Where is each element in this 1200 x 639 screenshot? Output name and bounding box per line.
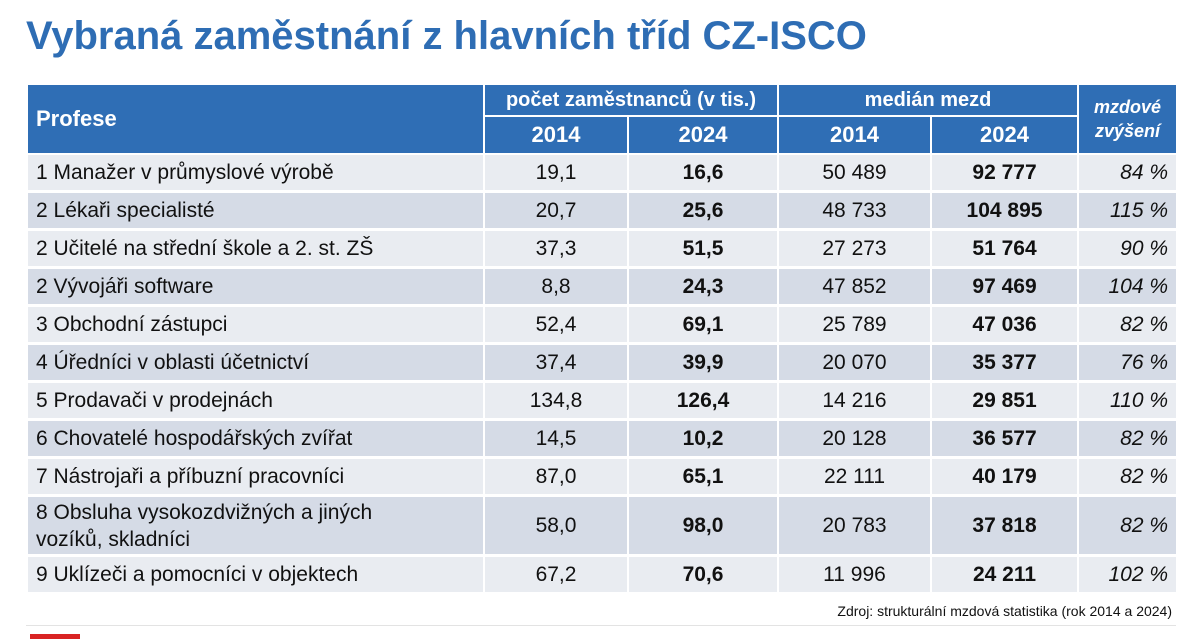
employees-2014: 58,0 bbox=[483, 495, 629, 557]
median-2024: 40 179 bbox=[929, 457, 1080, 497]
wage-raise: 104 % bbox=[1077, 267, 1179, 307]
profession-name: 7 Nástrojaři a příbuzní pracovníci bbox=[26, 457, 485, 497]
wage-raise: 102 % bbox=[1077, 555, 1179, 595]
median-2014: 20 070 bbox=[777, 343, 932, 383]
table-row: 8 Obsluha vysokozdvižných a jiných vozík… bbox=[26, 495, 1179, 557]
median-2024: 35 377 bbox=[929, 343, 1080, 383]
occupations-table: Profese počet zaměstnanců (v tis.) mediá… bbox=[26, 83, 1179, 595]
wage-raise: 110 % bbox=[1077, 381, 1179, 421]
employees-2024: 126,4 bbox=[627, 381, 779, 421]
table-row: 9 Uklízeči a pomocníci v objektech 67,2 … bbox=[26, 555, 1179, 595]
employees-2014: 87,0 bbox=[483, 457, 629, 497]
wage-raise: 82 % bbox=[1077, 457, 1179, 497]
median-2024: 37 818 bbox=[929, 495, 1080, 557]
header-employees-group: počet zaměstnanců (v tis.) bbox=[483, 83, 779, 117]
header-employees-2024: 2024 bbox=[627, 115, 779, 155]
employees-2024: 70,6 bbox=[627, 555, 779, 595]
employees-2024: 16,6 bbox=[627, 154, 779, 193]
median-2014: 11 996 bbox=[777, 555, 932, 595]
median-2014: 14 216 bbox=[777, 381, 932, 421]
employees-2024: 51,5 bbox=[627, 229, 779, 269]
profession-name: 9 Uklízeči a pomocníci v objektech bbox=[26, 555, 485, 595]
header-profession: Profese bbox=[26, 83, 485, 155]
employees-2014: 37,4 bbox=[483, 343, 629, 383]
source-note: Zdroj: strukturální mzdová statistika (r… bbox=[837, 603, 1172, 619]
wage-raise: 90 % bbox=[1077, 229, 1179, 269]
profession-name-line-2: vozíků, skladníci bbox=[36, 527, 191, 551]
profession-name: 2 Vývojáři software bbox=[26, 267, 485, 307]
header-employees-2014: 2014 bbox=[483, 115, 629, 155]
profession-name-line-1: 8 Obsluha vysokozdvižných a jiných bbox=[36, 500, 373, 524]
employees-2024: 69,1 bbox=[627, 305, 779, 345]
wage-raise: 115 % bbox=[1077, 191, 1179, 231]
employees-2014: 37,3 bbox=[483, 229, 629, 269]
employees-2014: 52,4 bbox=[483, 305, 629, 345]
median-2024: 97 469 bbox=[929, 267, 1080, 307]
red-accent-mark bbox=[30, 634, 80, 639]
employees-2024: 25,6 bbox=[627, 191, 779, 231]
divider bbox=[26, 625, 1176, 626]
profession-name: 3 Obchodní zástupci bbox=[26, 305, 485, 345]
table-body: 1 Manažer v průmyslové výrobě 19,1 16,6 … bbox=[26, 154, 1179, 595]
table-row: 3 Obchodní zástupci 52,4 69,1 25 789 47 … bbox=[26, 305, 1179, 345]
median-2014: 47 852 bbox=[777, 267, 932, 307]
median-2024: 47 036 bbox=[929, 305, 1080, 345]
employees-2024: 98,0 bbox=[627, 495, 779, 557]
employees-2014: 19,1 bbox=[483, 154, 629, 193]
table-row: 4 Úředníci v oblasti účetnictví 37,4 39,… bbox=[26, 343, 1179, 383]
employees-2014: 14,5 bbox=[483, 419, 629, 459]
employees-2024: 39,9 bbox=[627, 343, 779, 383]
table-row: 1 Manažer v průmyslové výrobě 19,1 16,6 … bbox=[26, 154, 1179, 193]
profession-name: 5 Prodavači v prodejnách bbox=[26, 381, 485, 421]
employees-2014: 20,7 bbox=[483, 191, 629, 231]
employees-2024: 24,3 bbox=[627, 267, 779, 307]
employees-2014: 8,8 bbox=[483, 267, 629, 307]
median-2014: 22 111 bbox=[777, 457, 932, 497]
median-2024: 24 211 bbox=[929, 555, 1080, 595]
profession-name: 8 Obsluha vysokozdvižných a jiných vozík… bbox=[26, 495, 485, 557]
wage-raise: 84 % bbox=[1077, 154, 1179, 193]
table-row: 2 Lékaři specialisté 20,7 25,6 48 733 10… bbox=[26, 191, 1179, 231]
table-row: 2 Učitelé na střední škole a 2. st. ZŠ 3… bbox=[26, 229, 1179, 269]
header-raise: mzdové zvýšení bbox=[1077, 83, 1179, 155]
table-row: 7 Nástrojaři a příbuzní pracovníci 87,0 … bbox=[26, 457, 1179, 497]
profession-name: 4 Úředníci v oblasti účetnictví bbox=[26, 343, 485, 383]
table-row: 5 Prodavači v prodejnách 134,8 126,4 14 … bbox=[26, 381, 1179, 421]
profession-name: 2 Učitelé na střední škole a 2. st. ZŠ bbox=[26, 229, 485, 269]
median-2024: 36 577 bbox=[929, 419, 1080, 459]
profession-name: 2 Lékaři specialisté bbox=[26, 191, 485, 231]
wage-raise: 82 % bbox=[1077, 305, 1179, 345]
median-2024: 104 895 bbox=[929, 191, 1080, 231]
profession-name: 1 Manažer v průmyslové výrobě bbox=[26, 154, 485, 193]
median-2014: 20 128 bbox=[777, 419, 932, 459]
table-header: Profese počet zaměstnanců (v tis.) mediá… bbox=[26, 83, 1179, 155]
page-title: Vybraná zaměstnání z hlavních tříd CZ-IS… bbox=[26, 14, 867, 58]
median-2014: 48 733 bbox=[777, 191, 932, 231]
profession-name: 6 Chovatelé hospodářských zvířat bbox=[26, 419, 485, 459]
header-median-2014: 2014 bbox=[777, 115, 932, 155]
header-median-group: medián mezd bbox=[776, 83, 1080, 117]
median-2014: 27 273 bbox=[777, 229, 932, 269]
wage-raise: 76 % bbox=[1077, 343, 1179, 383]
table-row: 2 Vývojáři software 8,8 24,3 47 852 97 4… bbox=[26, 267, 1179, 307]
median-2014: 25 789 bbox=[777, 305, 932, 345]
employees-2014: 67,2 bbox=[483, 555, 629, 595]
median-2014: 20 783 bbox=[777, 495, 932, 557]
wage-raise: 82 % bbox=[1077, 495, 1179, 557]
wage-raise: 82 % bbox=[1077, 419, 1179, 459]
employees-2024: 10,2 bbox=[627, 419, 779, 459]
header-median-2024: 2024 bbox=[929, 115, 1080, 155]
median-2014: 50 489 bbox=[777, 154, 932, 193]
median-2024: 29 851 bbox=[929, 381, 1080, 421]
median-2024: 51 764 bbox=[929, 229, 1080, 269]
employees-2014: 134,8 bbox=[483, 381, 629, 421]
table-row: 6 Chovatelé hospodářských zvířat 14,5 10… bbox=[26, 419, 1179, 459]
median-2024: 92 777 bbox=[929, 154, 1080, 193]
employees-2024: 65,1 bbox=[627, 457, 779, 497]
